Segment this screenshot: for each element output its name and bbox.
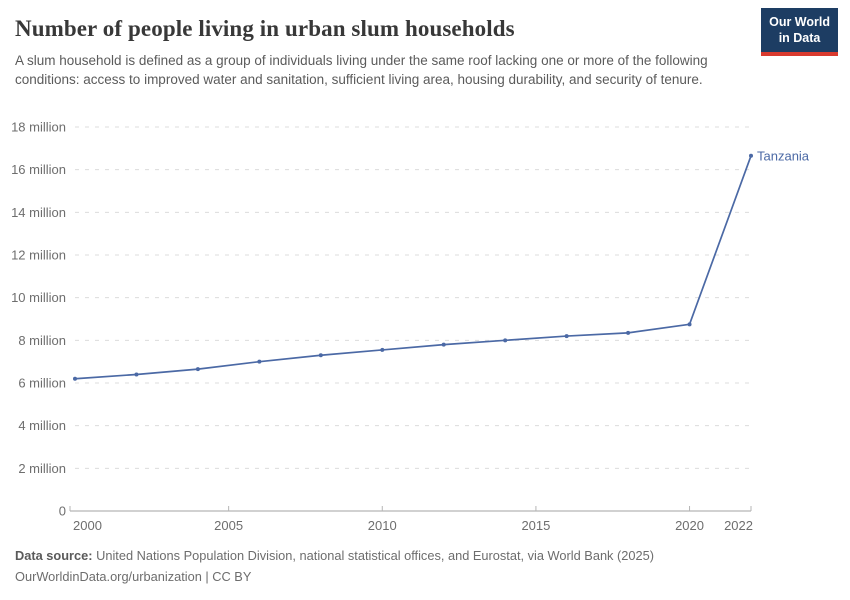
chart-header: Number of people living in urban slum ho… [15, 8, 838, 89]
y-axis-tick-label: 18 million [11, 120, 66, 135]
x-axis-tick-label: 2010 [368, 518, 397, 533]
x-axis-tick-label: 2000 [73, 518, 102, 533]
x-axis-tick-label: 2015 [521, 518, 550, 533]
y-axis-tick-label: 10 million [11, 290, 66, 305]
y-axis-tick-label: 6 million [18, 376, 66, 391]
page-title: Number of people living in urban slum ho… [15, 16, 515, 41]
y-axis-tick-label: 16 million [11, 162, 66, 177]
chart-subtitle: A slum household is defined as a group o… [15, 53, 708, 88]
data-point-marker[interactable] [318, 353, 323, 358]
data-source-line: Data source: United Nations Population D… [15, 548, 835, 563]
data-point-marker[interactable] [257, 359, 262, 364]
x-axis-tick-label: 2022 [724, 518, 753, 533]
x-axis-tick-label: 2020 [675, 518, 704, 533]
owid-logo-line1: Our World [769, 15, 830, 29]
y-axis-tick-label: 2 million [18, 461, 66, 476]
data-source-label: Data source: [15, 548, 93, 563]
data-point-marker[interactable] [564, 334, 569, 339]
y-axis-tick-label: 14 million [11, 205, 66, 220]
data-point-marker[interactable] [134, 372, 139, 377]
data-point-marker[interactable] [380, 347, 385, 352]
data-point-marker[interactable] [503, 338, 508, 343]
y-axis-tick-label: 12 million [11, 248, 66, 263]
chart-footer: Data source: United Nations Population D… [15, 548, 835, 584]
series-entity-label[interactable]: Tanzania [757, 148, 810, 163]
data-point-marker[interactable] [441, 342, 446, 347]
owid-logo[interactable]: Our World in Data [761, 8, 838, 57]
data-point-marker[interactable] [687, 322, 692, 327]
y-axis-tick-label: 4 million [18, 418, 66, 433]
y-axis-tick-label: 0 [59, 504, 66, 519]
data-point-marker[interactable] [626, 330, 631, 335]
license-line: OurWorldinData.org/urbanization | CC BY [15, 569, 252, 584]
owid-logo-line2: in Data [778, 30, 821, 45]
x-axis-tick-label: 2005 [214, 518, 243, 533]
y-axis-tick-label: 8 million [18, 333, 66, 348]
data-point-marker[interactable] [73, 376, 77, 381]
data-point-marker[interactable] [749, 153, 753, 158]
data-point-marker[interactable] [195, 367, 200, 372]
data-source-text: United Nations Population Division, nati… [96, 548, 655, 563]
data-series-line[interactable] [74, 154, 752, 380]
